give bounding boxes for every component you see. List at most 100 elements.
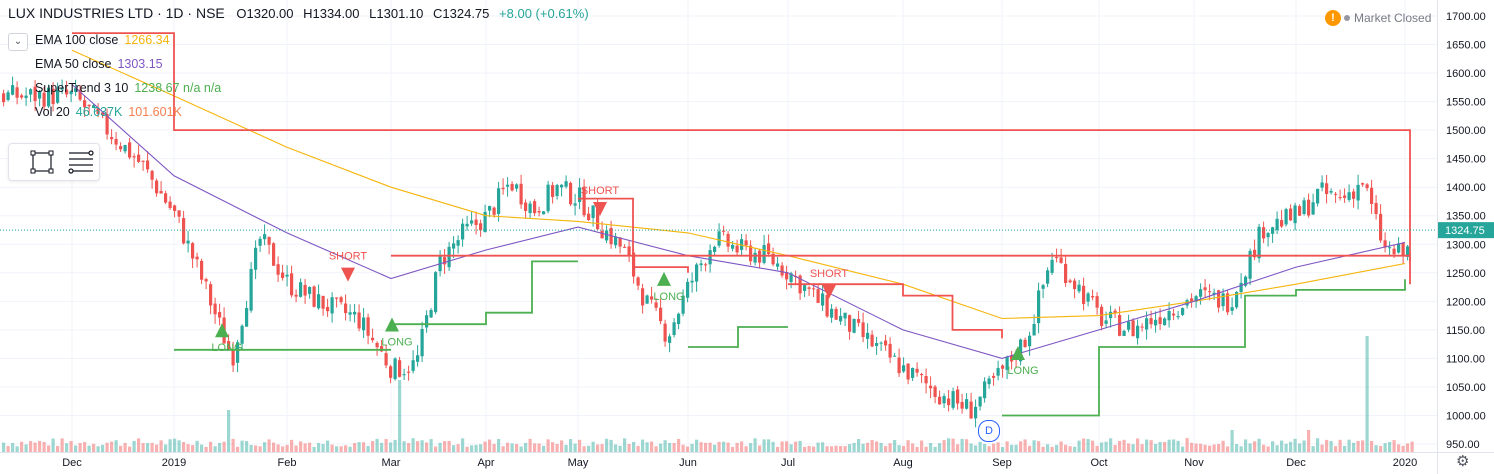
candle-body [1329, 191, 1333, 193]
fib-retracement-tool-icon[interactable] [68, 150, 94, 174]
candle-body [137, 154, 141, 162]
volume-bar [884, 446, 888, 452]
candle-body [528, 203, 532, 214]
volume-bar [645, 442, 649, 452]
warning-icon[interactable]: ! [1325, 10, 1341, 26]
candle-body [654, 302, 658, 308]
candle-body [141, 160, 145, 162]
candle-body [105, 114, 109, 135]
volume-bar [623, 438, 627, 452]
volume-bar [1374, 445, 1378, 452]
volume-bar [141, 443, 145, 452]
dividend-marker[interactable]: D [978, 420, 1000, 442]
candle-body [551, 185, 555, 197]
ohlc-low: L1301.10 [369, 6, 424, 21]
legend-volume[interactable]: Vol 20 46.637K 101.601K [35, 105, 182, 119]
candle-body [605, 230, 609, 241]
volume-bar [1271, 441, 1275, 452]
symbol-title[interactable]: LUX INDUSTRIES LTD · 1D · NSE [8, 5, 225, 21]
volume-bar [375, 438, 379, 452]
candle-body [474, 219, 478, 226]
volume-bar [1149, 440, 1153, 452]
candle-body [1320, 182, 1324, 188]
volume-bar [758, 445, 762, 452]
gear-icon[interactable]: ⚙ [1456, 453, 1470, 470]
candle-body [807, 287, 811, 289]
short-signal-arrow [341, 267, 355, 282]
volume-bar [326, 440, 330, 452]
legend-ema100-value: 1266.34 [124, 33, 170, 47]
legend-ema50[interactable]: EMA 50 close 1303.15 [35, 57, 163, 71]
candle-body [416, 355, 420, 362]
candle-body [587, 213, 591, 221]
volume-bar [321, 443, 325, 452]
candle-body [1064, 263, 1068, 283]
candle-body [825, 295, 829, 317]
volume-bar [1109, 438, 1113, 452]
volume-bar [1163, 441, 1167, 452]
candle-body [1374, 203, 1378, 214]
volume-bar [1055, 444, 1059, 452]
candle-body [1257, 226, 1261, 259]
volume-bar [861, 443, 865, 452]
volume-bar [1302, 440, 1306, 452]
volume-bar [506, 442, 510, 452]
volume-bar [65, 443, 69, 452]
candle-body [812, 288, 816, 290]
legend-volume-value: 46.637K [75, 105, 123, 119]
volume-bar [636, 445, 640, 452]
volume-bar [947, 438, 951, 452]
candle-body [956, 389, 960, 404]
volume-bar [897, 445, 901, 452]
volume-bar [1041, 446, 1045, 452]
candle-body [65, 89, 69, 95]
legend-collapse-toggle[interactable]: ⌄ [8, 33, 28, 51]
y-tick-label: 1050.00 [1446, 382, 1486, 394]
volume-bar [1005, 441, 1009, 452]
volume-bar [168, 439, 172, 452]
volume-bar [137, 438, 141, 452]
volume-bar [501, 446, 505, 452]
y-tick-label: 1600.00 [1446, 68, 1486, 80]
short-signal-label: SHORT [810, 268, 849, 280]
volume-bar [1073, 446, 1077, 452]
supertrend-down-segment [72, 32, 1411, 262]
volume-bar [1239, 446, 1243, 452]
candle-body [209, 284, 213, 306]
legend-ema100[interactable]: EMA 100 close 1266.34 [35, 33, 170, 47]
volume-bar [1289, 441, 1293, 452]
volume-bar [848, 444, 852, 452]
x-tick-label: Dec [1286, 457, 1306, 469]
candle-body [1041, 285, 1045, 289]
candle-body [195, 256, 199, 260]
candle-body [1136, 325, 1140, 339]
volume-bar [330, 444, 334, 452]
candle-body [501, 187, 505, 190]
volume-bar [1226, 446, 1230, 452]
volume-bar [425, 442, 429, 452]
candle-body [546, 184, 550, 212]
candle-body [987, 378, 991, 385]
rectangle-tool-icon[interactable] [30, 150, 54, 174]
candle-body [677, 313, 681, 325]
volume-bar [605, 438, 609, 452]
candle-body [429, 309, 433, 318]
candle-body [636, 277, 640, 286]
candle-body [1406, 246, 1410, 257]
candle-body [1019, 339, 1023, 362]
candle-body [344, 303, 348, 314]
candle-body [1032, 324, 1036, 336]
volume-bar [132, 440, 136, 452]
volume-bar [1320, 444, 1324, 452]
volume-bar [1356, 440, 1360, 452]
volume-bar [258, 446, 262, 452]
volume-bar [866, 442, 870, 452]
candle-body [1253, 249, 1257, 258]
candle-body [254, 247, 258, 270]
candle-body [245, 308, 249, 327]
x-tick-label: May [568, 457, 589, 469]
candle-body [749, 245, 753, 262]
volume-bar [2, 442, 6, 452]
legend-supertrend[interactable]: SuperTrend 3 10 1238.67 n/a n/a [35, 81, 221, 95]
